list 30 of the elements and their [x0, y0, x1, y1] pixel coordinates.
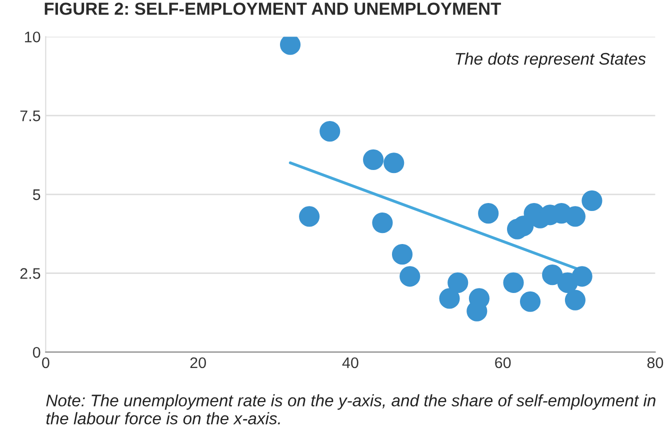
point — [478, 203, 499, 224]
x-tick-label: 80 — [647, 357, 664, 368]
point — [448, 272, 468, 293]
x-tick-label: 40 — [342, 357, 358, 368]
annotation: The dots represent States — [456, 52, 646, 68]
point — [392, 244, 413, 265]
point — [299, 206, 320, 227]
point — [564, 290, 586, 310]
point — [564, 206, 586, 227]
point — [542, 264, 563, 286]
y-tick-label: 2.5 — [20, 268, 40, 279]
x-tick-label: 20 — [190, 357, 206, 368]
point — [400, 266, 420, 287]
point — [439, 288, 460, 309]
point — [572, 266, 592, 287]
text: Note: The unemployment rate is on the y-axis, and the share of self-employment in the labour force is on the x-axis. — [46, 394, 656, 424]
x-tick-label: 0 — [42, 357, 50, 368]
point — [582, 190, 602, 212]
y-tick-label: 0 — [32, 346, 40, 358]
point — [363, 149, 384, 170]
point — [320, 121, 340, 142]
x-tick-label: 60 — [495, 357, 511, 368]
y-tick-label: 7.5 — [20, 110, 40, 122]
y-tick-label: 5 — [32, 189, 40, 200]
point — [372, 212, 393, 234]
y-tick-label: 10 — [25, 32, 40, 42]
point — [503, 272, 524, 293]
point — [520, 291, 541, 312]
point — [384, 152, 404, 174]
chart-title: FIGURE 2: SELF-EMPLOYMENT AND UNEMPLOYMENT — [44, 2, 501, 15]
